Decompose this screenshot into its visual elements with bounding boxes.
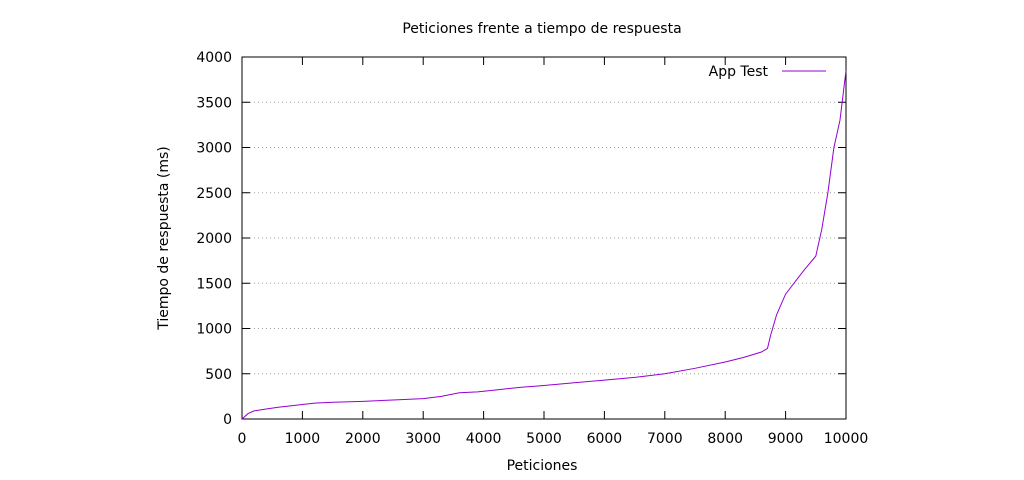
y-tick-label: 3500 bbox=[196, 95, 232, 111]
x-axis-label: Peticiones bbox=[507, 458, 578, 474]
x-tick-label: 10000 bbox=[824, 431, 869, 447]
x-tick-label: 8000 bbox=[707, 431, 743, 447]
y-tick-label: 0 bbox=[223, 412, 232, 428]
plot-frame bbox=[241, 56, 847, 420]
gridlines bbox=[242, 101, 846, 375]
y-tick-label: 2000 bbox=[196, 231, 232, 247]
legend-label: App Test bbox=[709, 64, 769, 80]
chart-title: Peticiones frente a tiempo de respuesta bbox=[402, 21, 681, 37]
x-tick-label: 3000 bbox=[405, 431, 441, 447]
y-tick-label: 4000 bbox=[196, 50, 232, 66]
y-tick-labels: 0 500 1000 1500 2000 2500 3000 3500 4000 bbox=[196, 50, 232, 428]
x-tick-label: 9000 bbox=[768, 431, 804, 447]
x-tick-label: 0 bbox=[238, 431, 247, 447]
y-tick-label: 1500 bbox=[196, 276, 232, 292]
x-tick-label: 7000 bbox=[647, 431, 683, 447]
x-tick-label: 1000 bbox=[285, 431, 321, 447]
y-tick-label: 500 bbox=[205, 367, 232, 383]
x-tick-label: 2000 bbox=[345, 431, 381, 447]
x-tick-label: 4000 bbox=[466, 431, 502, 447]
x-tick-label: 6000 bbox=[587, 431, 623, 447]
y-tick-label: 1000 bbox=[196, 322, 232, 338]
series-line-app-test bbox=[241, 70, 847, 420]
x-tick-labels: 0 1000 2000 3000 4000 5000 6000 7000 8000 9000 100… bbox=[238, 431, 869, 447]
axis-ticks bbox=[241, 56, 847, 420]
x-tick-label: 5000 bbox=[526, 431, 562, 447]
legend: App Test bbox=[709, 64, 826, 80]
y-axis-label: Tiempo de respuesta (ms) bbox=[156, 146, 172, 331]
y-tick-label: 3000 bbox=[196, 141, 232, 157]
y-tick-label: 2500 bbox=[196, 186, 232, 202]
